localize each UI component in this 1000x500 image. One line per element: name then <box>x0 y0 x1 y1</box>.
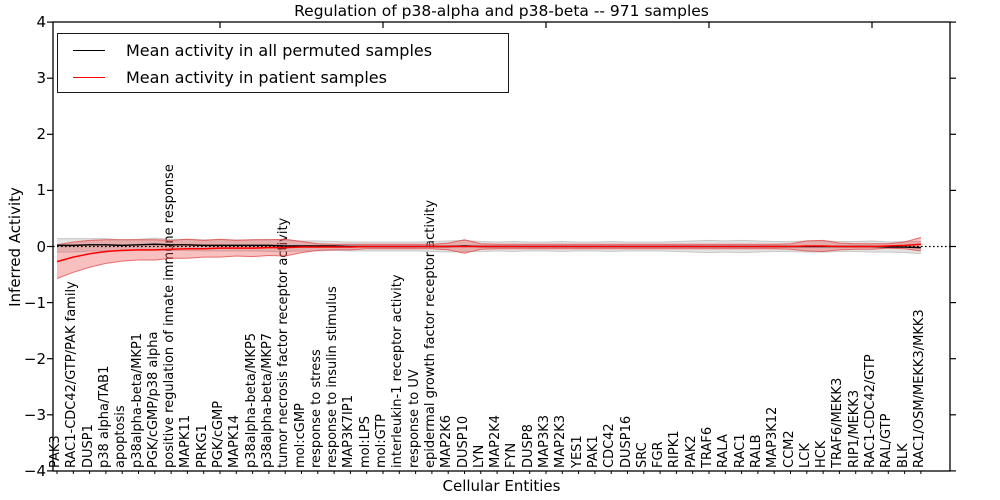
y-tick-label: 4 <box>36 13 46 32</box>
y-tick-label: −1 <box>23 293 46 312</box>
y-tick-label: −3 <box>23 405 46 424</box>
y-tick-label: −2 <box>23 349 46 368</box>
legend-item-patient: Mean activity in patient samples <box>58 64 508 91</box>
x-axis-label: Cellular Entities <box>442 477 561 495</box>
legend-label-patient: Mean activity in patient samples <box>126 68 387 87</box>
patient-std-band-lower-edge <box>56 247 921 279</box>
y-tick-label: −4 <box>23 461 46 480</box>
y-tick-label: 1 <box>36 181 46 200</box>
y-tick-label: 0 <box>36 237 46 256</box>
legend-label-permuted: Mean activity in all permuted samples <box>126 41 433 60</box>
y-tick-label: 2 <box>36 125 46 144</box>
legend: Mean activity in all permuted samples Me… <box>57 33 509 93</box>
y-tick-label: 3 <box>36 69 46 88</box>
permuted-std-band-lower-edge <box>57 249 921 255</box>
legend-line-patient-icon <box>73 77 105 78</box>
legend-item-permuted: Mean activity in all permuted samples <box>58 37 508 64</box>
legend-line-permuted-icon <box>73 50 105 51</box>
patient-mean-line <box>56 243 921 263</box>
chart-title: Regulation of p38-alpha and p38-beta -- … <box>294 2 709 20</box>
patient-std-band-upper-edge <box>56 237 922 246</box>
